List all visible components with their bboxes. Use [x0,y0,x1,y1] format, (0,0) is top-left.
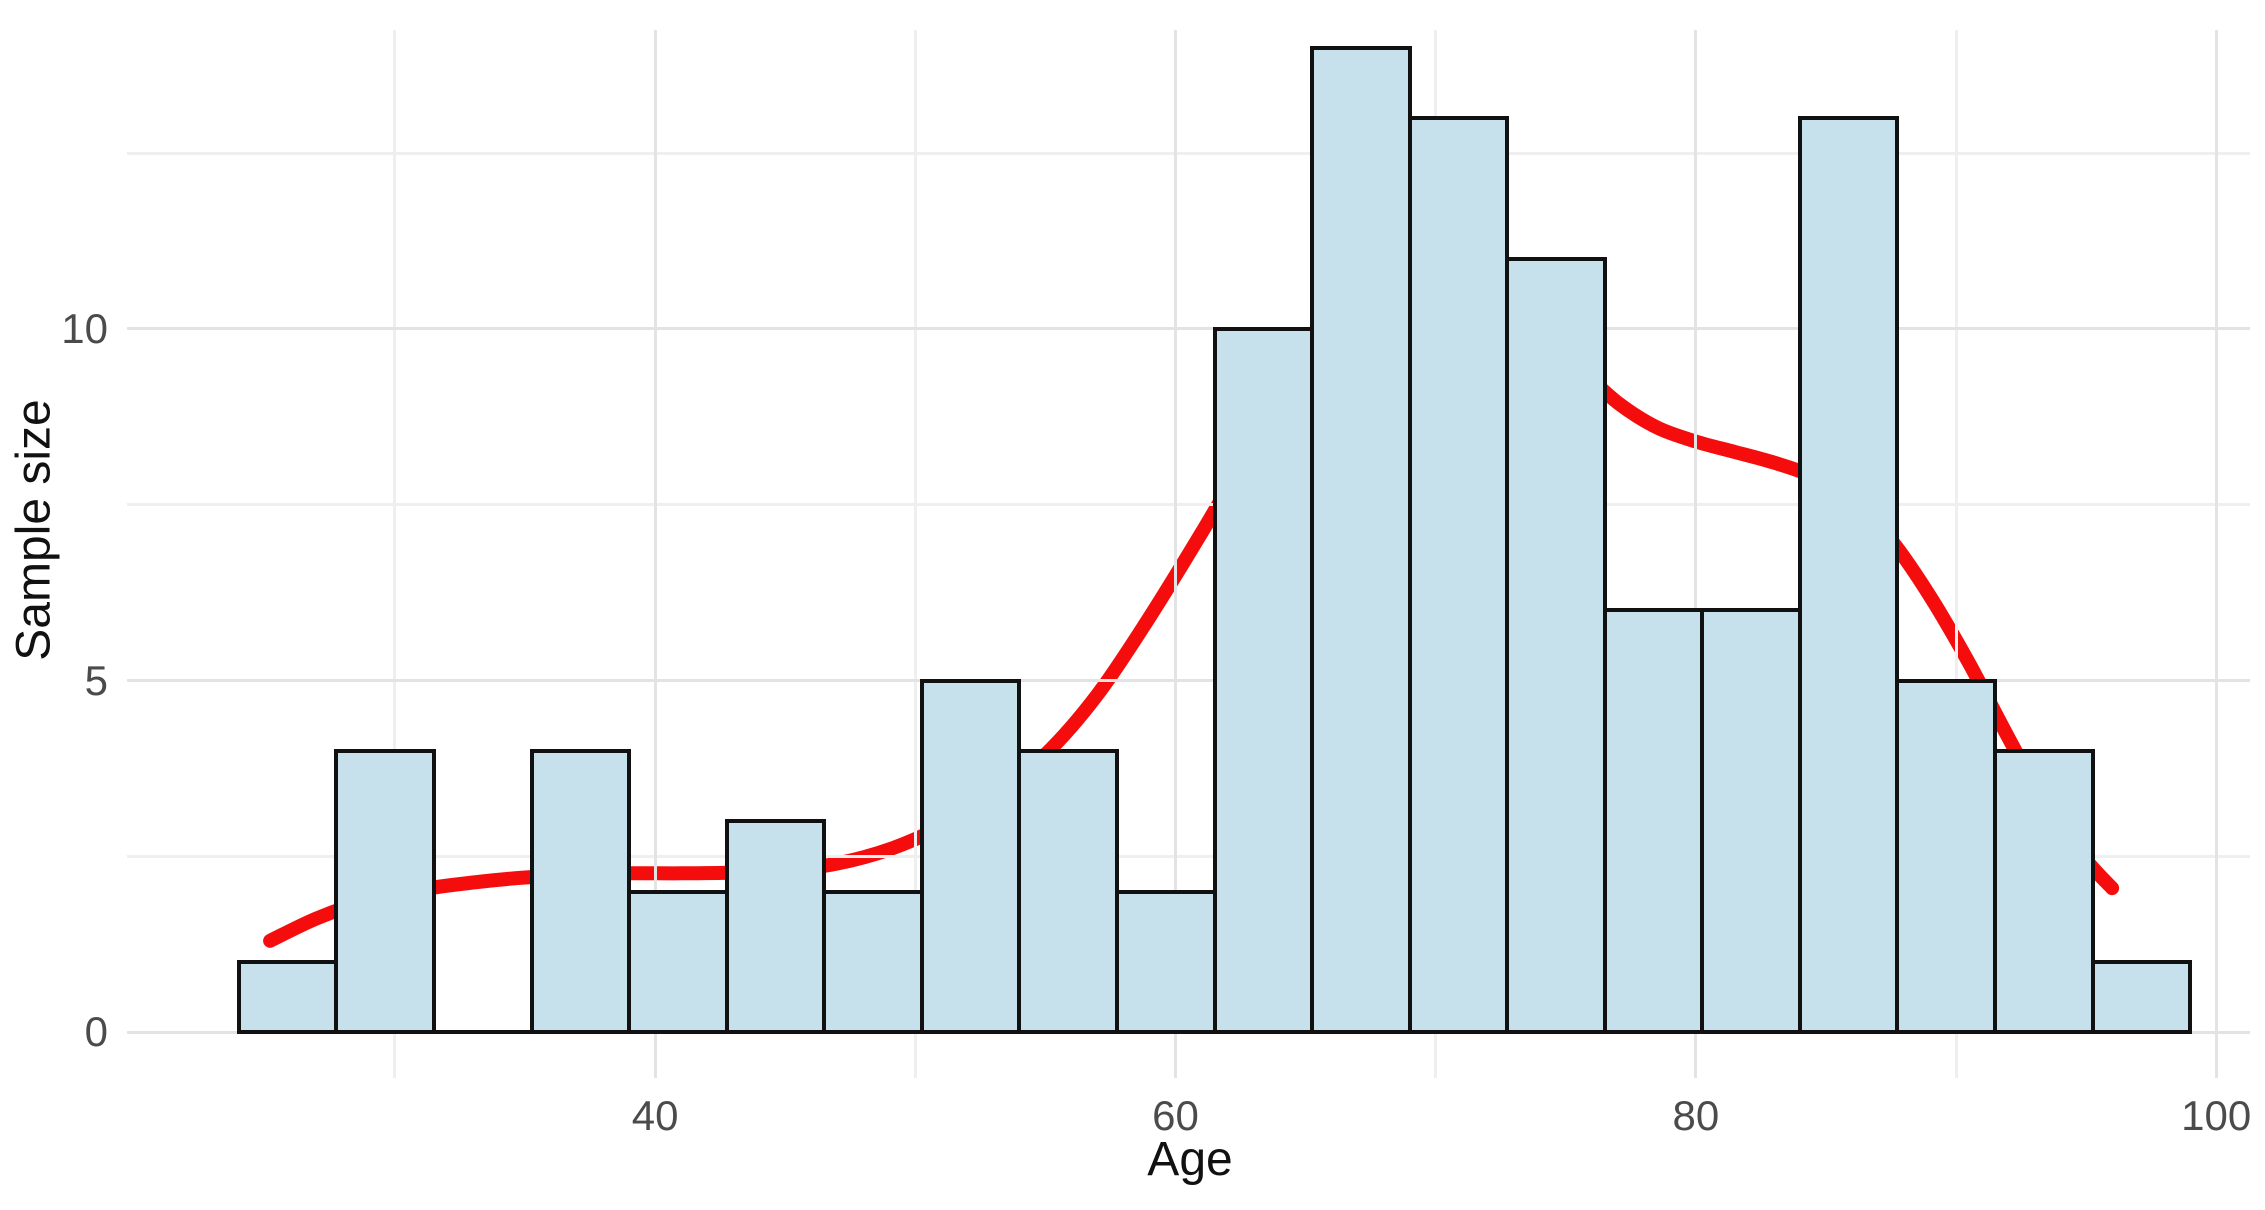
histogram-bar [627,889,729,1033]
histogram-bar [822,889,924,1033]
histogram-bar [1212,326,1315,1033]
x-axis-tick-label: 80 [1672,1092,1720,1139]
histogram-bar [1700,608,1802,1033]
histogram-bar [1993,748,2095,1033]
y-minor-gridline [127,503,2250,507]
histogram-bar [1407,115,1510,1033]
y-axis-tick-label: 10 [61,304,108,352]
x-major-gridline [2214,30,2218,1078]
histogram-bar [1602,608,1705,1033]
y-minor-gridline [127,151,2250,155]
x-major-gridline [1173,30,1177,1078]
histogram-bar [2090,959,2193,1033]
histogram-baseline [236,1030,2193,1035]
histogram-bar [1310,45,1412,1033]
x-axis-tick-label: 100 [2181,1092,2252,1139]
histogram-bar [1114,889,1217,1033]
histogram-bar [334,748,436,1033]
x-minor-gridline [1954,30,1958,1078]
x-minor-gridline [913,30,917,1078]
histogram-bar [919,678,1022,1033]
y-major-gridline [127,679,2250,683]
x-axis-tick-label: 40 [631,1092,679,1139]
x-major-gridline [1694,30,1698,1078]
histogram-bar [1017,748,1119,1033]
y-axis-tick-label: 0 [84,1008,108,1056]
x-minor-gridline [393,30,397,1078]
y-axis-tick-label: 5 [84,656,108,704]
histogram-bar [1505,256,1607,1033]
histogram-bar [1895,678,1998,1033]
histogram-bar [1797,115,1900,1033]
histogram-bar [236,959,339,1033]
histogram-bar [529,748,632,1033]
x-major-gridline [653,30,657,1078]
x-axis-title: Age [1147,1133,1233,1186]
y-axis-title: Sample size [7,399,61,661]
histogram-bar [724,819,827,1033]
y-minor-gridline [127,854,2250,858]
x-axis-tick-label: 60 [1152,1092,1199,1139]
y-major-gridline [127,327,2250,331]
